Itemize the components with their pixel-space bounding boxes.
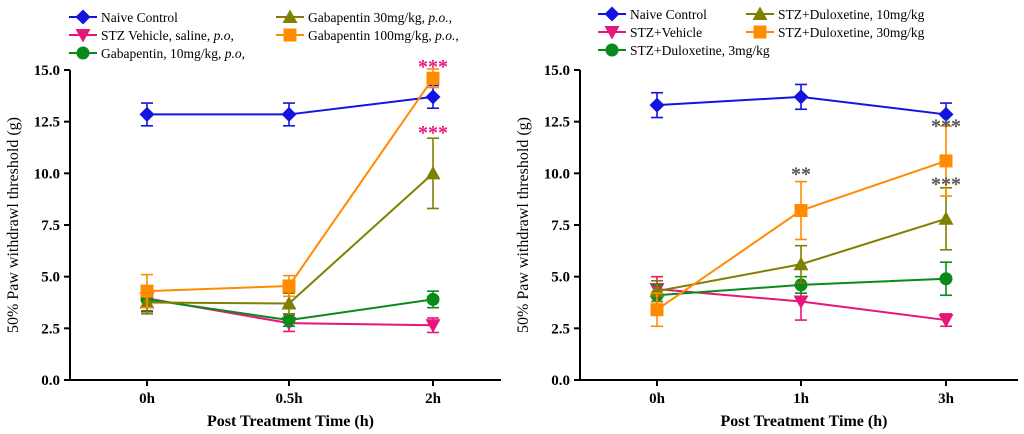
x-tick-label: 0h (139, 391, 156, 407)
series-1 (649, 83, 954, 127)
chart-panel-1: 0.0 2.5 5.0 7.5 10.0 12.5 15.0 0h 0.5h 2h Post Tre… (5, 9, 501, 430)
legend-swatch-marker (605, 43, 619, 57)
legend-label: STZ Vehicle, saline, p.o, (101, 28, 234, 43)
legend-label: STZ+Vehicle (630, 25, 702, 40)
data-point (939, 154, 953, 168)
x-axis-title: Post Treatment Time (h) (207, 413, 374, 430)
x-tick-label: 3h (938, 391, 955, 407)
significance-label: *** (931, 116, 961, 138)
x-tick-label: 1h (793, 391, 810, 407)
legend-label: STZ+Duloxetine, 3mg/kg (630, 43, 770, 58)
series-5 (140, 68, 440, 309)
x-axis-title: Post Treatment Time (h) (721, 413, 888, 430)
data-point (793, 295, 809, 309)
legend-item: STZ+Duloxetine, 10mg/kg (746, 6, 925, 22)
data-point (282, 279, 296, 293)
legend-swatch-marker (752, 6, 768, 20)
legend-item: STZ+Vehicle (598, 25, 702, 40)
data-point (793, 256, 809, 271)
y-tick-label: 2.5 (551, 321, 570, 337)
data-point (793, 89, 809, 105)
y-tick-label: 7.5 (551, 218, 570, 234)
data-point (425, 89, 441, 105)
legend-label: Naive Control (101, 10, 178, 25)
series-1 (139, 84, 441, 127)
data-point (938, 106, 954, 122)
chart-panel-2: 0.0 2.5 5.0 7.5 10.0 12.5 15.0 0h 1h 3h Post Treat… (515, 6, 1018, 430)
legend-swatch-marker (282, 9, 298, 23)
data-point (939, 272, 953, 286)
legend-label: STZ+Duloxetine, 30mg/kg (778, 25, 925, 40)
legend-item: Gabapentin 100mg/kg, p.o., (276, 28, 459, 43)
significance-label: *** (931, 174, 961, 196)
y-tick-label: 10.0 (544, 166, 570, 182)
legend-item: STZ+Duloxetine, 3mg/kg (598, 43, 770, 58)
x-tick-label: 2h (425, 391, 442, 407)
data-point (794, 278, 808, 292)
x-tick-label: 0h (649, 391, 666, 407)
data-point (139, 106, 155, 122)
y-tick-label: 15.0 (544, 63, 570, 79)
data-point (140, 284, 154, 298)
data-point (281, 106, 297, 122)
legend-swatch-marker (604, 26, 620, 40)
y-tick-label: 5.0 (41, 270, 60, 286)
legend-label: Gabapentin 100mg/kg, p.o., (308, 28, 459, 43)
y-tick-label: 5.0 (551, 270, 570, 286)
data-point (938, 314, 954, 328)
data-point (425, 165, 441, 180)
legend-item: Gabapentin, 10mg/kg, p.o, (69, 46, 245, 61)
data-point (794, 204, 808, 218)
y-tick-label: 0.0 (41, 373, 60, 389)
y-tick-label: 12.5 (544, 115, 570, 131)
legend: Naive Control STZ Vehicle, saline, p.o, Ga… (69, 9, 459, 61)
x-tick-label: 0.5h (275, 391, 303, 407)
legend-swatch-marker (604, 6, 620, 22)
significance-label: ** (791, 163, 811, 185)
legend-label: Naive Control (630, 7, 707, 22)
y-tick-label: 2.5 (41, 321, 60, 337)
legend-swatch-marker (753, 25, 767, 39)
legend-item: STZ Vehicle, saline, p.o, (69, 28, 234, 43)
y-tick-label: 0.0 (551, 373, 570, 389)
y-tick-label: 15.0 (34, 63, 60, 79)
data-point (426, 71, 440, 85)
significance-label: *** (418, 56, 448, 78)
legend-swatch-marker (283, 28, 297, 42)
y-tick-label: 12.5 (34, 115, 60, 131)
legend-item: Gabapentin 30mg/kg, p.o., (276, 9, 452, 25)
data-point (649, 97, 665, 113)
legend: Naive Control STZ+Vehicle STZ+Duloxetine, … (598, 6, 925, 58)
data-point (425, 319, 441, 333)
legend-item: STZ+Duloxetine, 30mg/kg (746, 25, 925, 40)
legend-swatch-marker (76, 46, 90, 60)
y-axis-title: 50% Paw withdrawl threshold (g) (5, 117, 22, 333)
data-point (281, 296, 297, 310)
legend-swatch-marker (75, 9, 91, 25)
legend-label: STZ+Duloxetine, 10mg/kg (778, 7, 925, 22)
data-point (650, 303, 664, 317)
y-tick-label: 10.0 (34, 166, 60, 182)
data-point (938, 211, 954, 225)
data-point (426, 292, 440, 306)
data-point (282, 313, 296, 327)
y-tick-label: 7.5 (41, 218, 60, 234)
legend-label: Gabapentin, 10mg/kg, p.o, (101, 46, 245, 61)
series-5 (650, 125, 953, 328)
significance-label: *** (418, 122, 448, 144)
legend-item: Naive Control (69, 9, 178, 25)
legend-swatch-marker (75, 29, 91, 43)
legend-label: Gabapentin 30mg/kg, p.o., (308, 10, 452, 25)
legend-item: Naive Control (598, 6, 707, 22)
y-axis-title: 50% Paw withdrawl threshold (g) (515, 117, 532, 333)
